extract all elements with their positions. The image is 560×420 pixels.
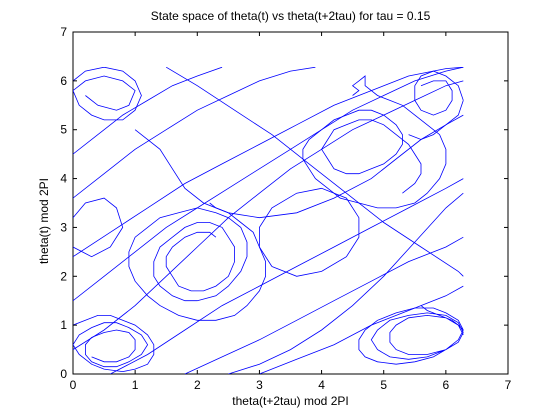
x-tick-label: 0 (70, 378, 77, 392)
tick-layer: 0 1 2 3 4 5 6 7 0 1 2 3 4 5 6 7 (60, 25, 511, 392)
y-tick-label: 2 (60, 269, 67, 283)
series-layer (73, 67, 464, 374)
x-tick-label: 1 (132, 378, 139, 392)
y-tick-label: 5 (60, 123, 67, 137)
trajectory-9 (73, 67, 316, 199)
x-tick-label: 7 (505, 378, 512, 392)
y-tick-label: 6 (60, 74, 67, 88)
y-tick-label: 0 (60, 367, 67, 381)
x-axis-label: theta(t+2tau) mod 2PI (232, 394, 349, 408)
y-tick-label: 3 (60, 220, 67, 234)
trajectory-3 (358, 305, 464, 365)
trajectory-17 (73, 197, 124, 258)
y-tick-label: 4 (60, 172, 67, 186)
trajectory-12 (184, 236, 464, 374)
trajectory-4 (73, 314, 155, 373)
axes-frame (72, 31, 509, 375)
y-axis-label: theta(t) mod 2PI (37, 177, 51, 265)
x-tick-label: 4 (318, 378, 325, 392)
trajectory-18 (165, 67, 464, 277)
y-tick-label: 7 (60, 25, 67, 39)
x-tick-label: 5 (380, 378, 387, 392)
axes-box (72, 31, 509, 375)
x-tick-label: 6 (443, 378, 450, 392)
trajectory-7 (73, 67, 464, 302)
trajectory-10 (73, 67, 223, 155)
trajectory-16 (258, 187, 360, 277)
trajectory-14 (134, 114, 464, 219)
trajectory-2 (128, 202, 267, 321)
trajectory-8 (73, 67, 464, 258)
trajectory-13 (259, 285, 464, 374)
trajectory-11 (110, 178, 464, 374)
trajectory-1 (302, 75, 447, 209)
trajectory-19 (228, 192, 464, 374)
x-tick-label: 2 (194, 378, 201, 392)
chart-title: State space of theta(t) vs theta(t+2tau)… (150, 9, 431, 23)
trajectory-6 (408, 70, 464, 140)
trajectory-5 (73, 67, 142, 121)
x-tick-label: 3 (256, 378, 263, 392)
y-tick-label: 1 (60, 318, 67, 332)
trajectory-15 (73, 80, 464, 350)
